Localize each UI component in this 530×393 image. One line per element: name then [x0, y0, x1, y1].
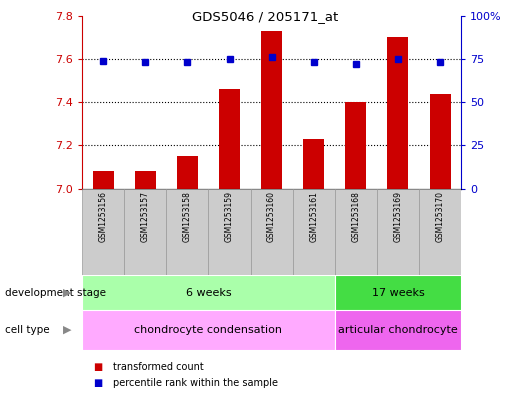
Text: ▶: ▶ — [63, 325, 72, 335]
Text: GSM1253168: GSM1253168 — [351, 191, 360, 242]
Bar — [93, 171, 114, 189]
Bar — [387, 37, 409, 189]
Bar — [293, 189, 335, 275]
Bar — [419, 189, 461, 275]
Bar — [335, 310, 461, 350]
Text: development stage: development stage — [5, 288, 107, 298]
Text: articular chondrocyte: articular chondrocyte — [338, 325, 458, 335]
Text: chondrocyte condensation: chondrocyte condensation — [135, 325, 282, 335]
Bar — [335, 189, 377, 275]
Text: GDS5046 / 205171_at: GDS5046 / 205171_at — [192, 10, 338, 23]
Text: cell type: cell type — [5, 325, 50, 335]
Bar — [251, 189, 293, 275]
Text: GSM1253161: GSM1253161 — [309, 191, 318, 242]
Text: GSM1253157: GSM1253157 — [141, 191, 150, 242]
Bar — [219, 89, 240, 189]
Bar — [303, 139, 324, 189]
Bar — [82, 189, 124, 275]
Text: GSM1253170: GSM1253170 — [436, 191, 445, 242]
Text: ■: ■ — [93, 362, 102, 373]
Text: 17 weeks: 17 weeks — [372, 288, 425, 298]
Text: GSM1253169: GSM1253169 — [393, 191, 402, 242]
Bar — [166, 189, 208, 275]
Bar — [261, 31, 282, 189]
Text: ■: ■ — [93, 378, 102, 388]
Bar — [135, 171, 156, 189]
Text: 6 weeks: 6 weeks — [186, 288, 231, 298]
Text: ▶: ▶ — [63, 288, 72, 298]
Text: GSM1253160: GSM1253160 — [267, 191, 276, 242]
Bar — [124, 189, 166, 275]
Bar — [346, 102, 366, 189]
Bar — [82, 310, 335, 350]
Bar — [177, 156, 198, 189]
Text: transformed count: transformed count — [113, 362, 204, 373]
Text: percentile rank within the sample: percentile rank within the sample — [113, 378, 278, 388]
Bar — [208, 189, 251, 275]
Text: GSM1253158: GSM1253158 — [183, 191, 192, 242]
Text: GSM1253159: GSM1253159 — [225, 191, 234, 242]
Bar — [377, 189, 419, 275]
Bar — [429, 94, 450, 189]
Bar — [82, 275, 335, 310]
Text: GSM1253156: GSM1253156 — [99, 191, 108, 242]
Bar — [335, 275, 461, 310]
